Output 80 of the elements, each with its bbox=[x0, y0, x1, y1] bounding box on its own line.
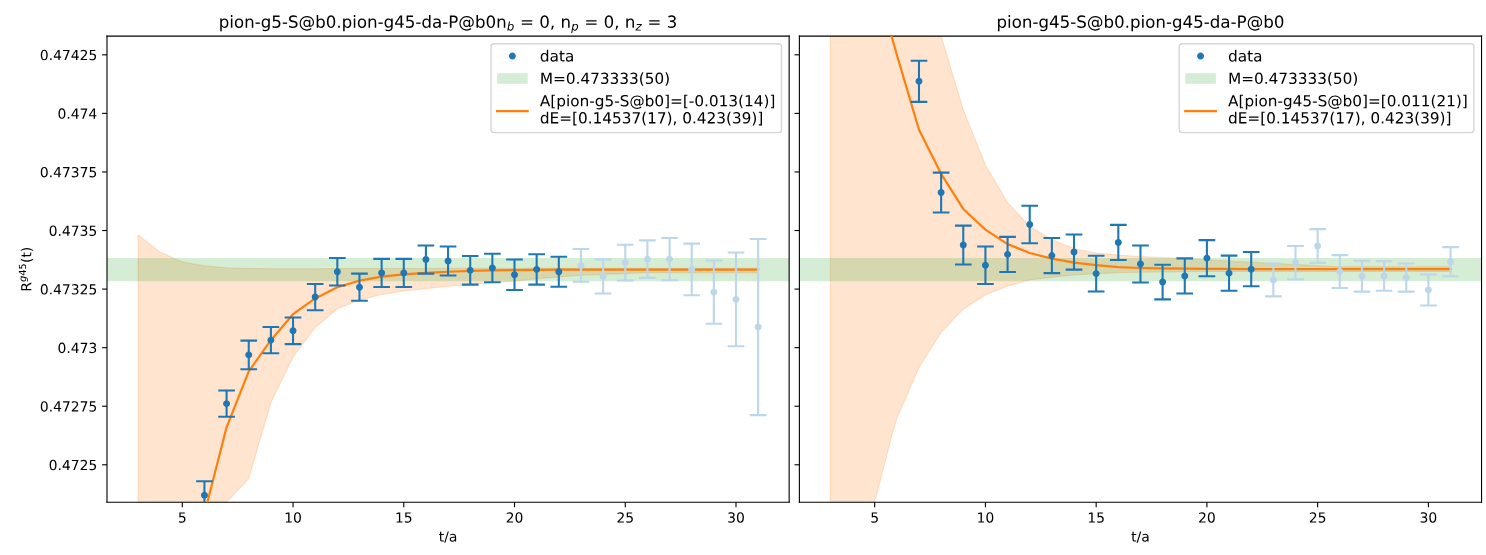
legend-label: A[pion-g45-S@b0]=[0.011(21)] dE=[0.14537(17), 0.423(39)] bbox=[1228, 94, 1467, 126]
point bbox=[1136, 260, 1144, 268]
point bbox=[311, 293, 319, 301]
point bbox=[1247, 265, 1255, 273]
chart-title: pion-g45-S@b0.pion-g45-da-P@b0 bbox=[997, 15, 1284, 32]
point bbox=[643, 255, 651, 263]
legend-label: A[pion-g5-S@b0]=[-0.013(14)] dE=[0.14537(17), 0.423(39)] bbox=[540, 94, 775, 126]
point bbox=[422, 256, 430, 264]
point bbox=[1358, 272, 1366, 280]
point bbox=[1292, 259, 1299, 267]
y-tick-label: 0.47375 bbox=[40, 166, 97, 178]
chart-title: pion-g5-S@b0.pion-g45-da-P@b0n$_{b}$ = 0, n$_{p}$ = 0, n$_{z}$ = 3 bbox=[220, 15, 676, 33]
y-tick-label: 0.47275 bbox=[40, 401, 97, 412]
x-tick-label: 10 bbox=[285, 512, 301, 523]
point bbox=[915, 77, 923, 85]
point bbox=[937, 189, 945, 197]
point bbox=[555, 268, 563, 276]
legend-label: M=0.473333(50) bbox=[541, 72, 669, 86]
x-tick-label: 15 bbox=[396, 512, 412, 523]
x-tick-label: 5 bbox=[871, 512, 878, 523]
point bbox=[533, 265, 541, 273]
point bbox=[754, 323, 762, 331]
point bbox=[688, 265, 696, 273]
point bbox=[599, 272, 607, 280]
point bbox=[378, 269, 386, 277]
point bbox=[1092, 270, 1100, 278]
point bbox=[577, 261, 585, 269]
point bbox=[981, 261, 989, 269]
point bbox=[223, 400, 231, 408]
x-tick-label: 25 bbox=[617, 512, 633, 523]
point bbox=[488, 264, 496, 272]
point bbox=[356, 283, 363, 291]
point bbox=[1314, 242, 1322, 250]
y-axis-title: R$^{g45}$(t) bbox=[18, 247, 34, 291]
point bbox=[1159, 278, 1167, 286]
point bbox=[1026, 220, 1034, 228]
point bbox=[666, 255, 674, 263]
point bbox=[1447, 258, 1455, 266]
point bbox=[959, 241, 967, 249]
point bbox=[1114, 238, 1122, 246]
y-tick-label: 0.4725 bbox=[49, 459, 97, 471]
x-tick-label: 30 bbox=[728, 512, 744, 523]
y-tick-label: 0.47425 bbox=[40, 49, 97, 61]
x-tick-label: 5 bbox=[178, 512, 186, 523]
point bbox=[400, 269, 408, 277]
point bbox=[1225, 269, 1233, 277]
y-tick-label: 0.4735 bbox=[49, 225, 97, 236]
legend-label: data bbox=[1228, 49, 1262, 62]
point bbox=[333, 268, 341, 276]
x-tick-label: 25 bbox=[1309, 512, 1326, 523]
y-tick-label: 0.473 bbox=[58, 342, 97, 354]
point bbox=[1048, 252, 1056, 260]
point bbox=[710, 288, 718, 296]
y-tick-label: 0.474 bbox=[58, 108, 97, 119]
x-tick-label: 20 bbox=[506, 512, 523, 523]
x-tick-label: 10 bbox=[978, 512, 994, 523]
x-tick-label: 30 bbox=[1420, 512, 1437, 523]
point bbox=[267, 336, 275, 344]
point bbox=[1181, 272, 1189, 280]
legend-label: data bbox=[540, 49, 573, 62]
x-tick-label: 15 bbox=[1088, 512, 1104, 523]
point bbox=[1004, 250, 1012, 258]
point bbox=[511, 271, 518, 279]
y-tick-label: 0.47325 bbox=[40, 284, 97, 295]
x-tick-label: 20 bbox=[1199, 512, 1215, 523]
point bbox=[466, 266, 474, 274]
x-axis-title: t/a bbox=[439, 531, 457, 543]
point bbox=[1424, 286, 1432, 294]
legend-label: M=0.473333(50) bbox=[1229, 72, 1357, 86]
point bbox=[1336, 268, 1344, 275]
x-axis-title: t/a bbox=[1131, 531, 1149, 543]
point bbox=[1402, 274, 1410, 282]
point bbox=[621, 259, 629, 267]
point bbox=[1269, 276, 1277, 284]
point bbox=[1203, 254, 1211, 262]
point bbox=[289, 327, 297, 335]
point bbox=[1380, 272, 1388, 280]
point bbox=[200, 491, 208, 499]
point bbox=[245, 351, 253, 359]
point bbox=[732, 295, 740, 303]
